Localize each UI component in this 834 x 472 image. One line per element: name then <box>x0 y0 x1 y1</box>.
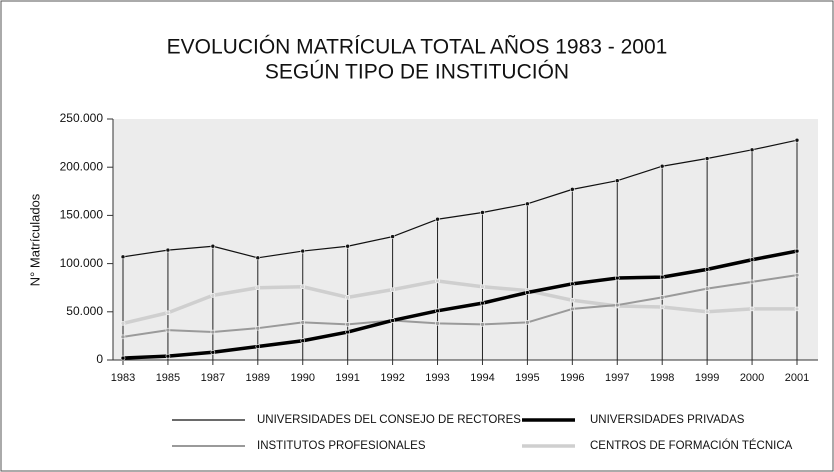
point <box>749 147 755 153</box>
point <box>794 272 800 278</box>
point <box>345 322 350 327</box>
point <box>120 254 126 260</box>
x-tick-label: 1991 <box>335 372 359 384</box>
series-line <box>122 279 797 326</box>
point <box>570 187 575 192</box>
x-tick-label: 2001 <box>785 372 809 384</box>
point <box>794 306 800 312</box>
point <box>255 255 261 261</box>
x-tick-label: 1987 <box>201 372 225 384</box>
point <box>794 137 800 143</box>
point <box>300 338 306 344</box>
x-tick-label: 1994 <box>470 372 494 384</box>
point <box>525 201 530 207</box>
point <box>570 297 575 303</box>
point <box>794 248 800 254</box>
point <box>480 322 485 327</box>
point <box>659 295 665 300</box>
point <box>390 287 395 292</box>
point <box>525 290 530 295</box>
point <box>390 318 395 323</box>
point <box>749 257 755 263</box>
point <box>300 248 306 254</box>
point <box>525 320 530 325</box>
series-line <box>122 274 798 338</box>
point <box>614 275 620 281</box>
point <box>210 243 216 249</box>
legend-label: UNIVERSIDADES DEL CONSEJO DE RECTORES <box>257 414 521 426</box>
point <box>255 344 261 349</box>
point <box>165 310 171 316</box>
point <box>300 320 306 325</box>
x-tick-label: 1985 <box>156 372 180 384</box>
x-tick-label: 1995 <box>515 372 539 384</box>
point <box>704 267 710 272</box>
y-tick-label: 0 <box>96 352 103 366</box>
point <box>480 210 485 215</box>
x-tick-label: 2000 <box>740 372 764 384</box>
chart-subtitle: SEGÚN TIPO DE INSTITUCIÓN <box>265 61 569 84</box>
chart-title: EVOLUCIÓN MATRÍCULA TOTAL AÑOS 1983 - 20… <box>167 35 668 59</box>
series-line <box>122 139 798 259</box>
point <box>345 329 350 335</box>
legend-label: UNIVERSIDADES PRIVADAS <box>590 414 745 426</box>
x-tick-label: 1990 <box>290 372 314 384</box>
point <box>255 285 261 291</box>
point <box>390 234 395 239</box>
x-tick-label: 1996 <box>560 372 584 384</box>
point <box>704 286 710 291</box>
y-tick-label: 250.000 <box>60 111 104 125</box>
x-tick-label: 1989 <box>246 372 270 384</box>
x-tick-label: 1997 <box>605 372 629 384</box>
point <box>120 334 126 340</box>
point <box>614 302 620 308</box>
series-line <box>122 249 798 360</box>
point <box>345 243 350 249</box>
point <box>749 306 755 312</box>
point <box>570 306 575 312</box>
point <box>659 163 665 169</box>
legend-label: CENTROS DE FORMACIÓN TÉCNICA <box>590 439 793 452</box>
point <box>165 247 171 253</box>
y-tick-label: 200.000 <box>60 159 104 173</box>
y-tick-label: 50.000 <box>66 304 103 318</box>
point <box>165 327 171 333</box>
point <box>435 216 440 222</box>
point <box>480 284 485 290</box>
point <box>480 300 485 306</box>
x-tick-label: 1992 <box>380 372 404 384</box>
point <box>300 284 306 290</box>
y-axis-label: N° Matrículados <box>27 193 42 286</box>
x-tick-label: 1999 <box>695 372 719 384</box>
y-tick-label: 150.000 <box>60 208 104 222</box>
point <box>120 355 126 361</box>
legend-label: INSTITUTOS PROFESIONALES <box>257 440 426 452</box>
x-tick-label: 1998 <box>650 372 674 384</box>
point <box>120 321 126 326</box>
x-tick-label: 1983 <box>111 372 135 384</box>
point <box>435 278 440 284</box>
point <box>210 329 216 335</box>
x-tick-label: 1993 <box>425 372 449 384</box>
point <box>435 308 440 314</box>
point <box>435 321 440 326</box>
point <box>210 293 216 298</box>
point <box>614 178 620 183</box>
point <box>659 274 665 280</box>
point <box>255 325 261 331</box>
point <box>570 281 575 287</box>
point <box>704 156 710 161</box>
point <box>659 304 665 310</box>
y-tick-label: 100.000 <box>60 256 104 270</box>
point <box>210 349 216 355</box>
point <box>345 295 350 300</box>
point <box>749 279 755 285</box>
point <box>704 309 710 315</box>
point <box>165 353 171 359</box>
